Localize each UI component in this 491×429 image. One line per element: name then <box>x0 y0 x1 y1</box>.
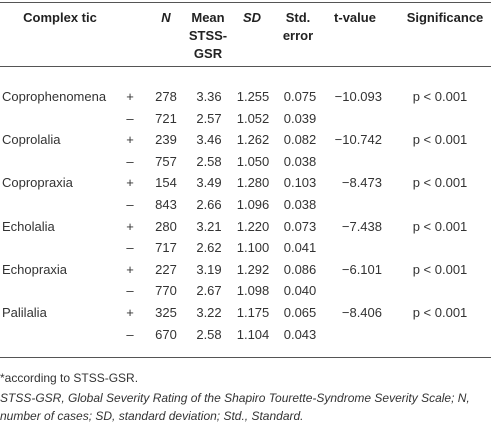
tic-name: Coprolalia <box>2 132 61 148</box>
sign: – <box>126 197 134 212</box>
tic-name: Copropraxia <box>2 175 73 191</box>
header-cell: N <box>161 10 171 25</box>
mean-cell: 2.58 <box>196 326 222 342</box>
n-cell: 717 <box>155 240 177 256</box>
se-cell: 0.082 <box>283 132 317 148</box>
significance: p < 0.001 <box>412 305 468 320</box>
se-cell: 0.103 <box>283 175 317 191</box>
significance: p < 0.001 <box>412 89 468 104</box>
n-cell: 280 <box>155 218 177 234</box>
mean-cell: 3.19 <box>196 261 222 277</box>
se-cell: 0.040 <box>283 283 317 299</box>
sd-cell: 1.220 <box>236 218 270 234</box>
mean-cell: 3.21 <box>196 218 222 234</box>
sign: + <box>126 175 134 191</box>
t-value: −8.406 <box>341 305 382 320</box>
n-cell: 757 <box>155 153 177 169</box>
sd-cell: 1.050 <box>236 153 270 169</box>
se-cell: 0.043 <box>283 326 317 342</box>
header-rule <box>0 66 491 67</box>
sd-cell: 1.098 <box>236 283 270 299</box>
footnote: *according to STSS-GSR. <box>0 371 139 385</box>
significance: p < 0.001 <box>412 132 468 148</box>
n-cell: 325 <box>155 305 177 320</box>
n-cell: 227 <box>155 261 177 277</box>
tic-name: Echolalia <box>2 218 55 234</box>
t-value: −10.093 <box>334 89 382 104</box>
sign: – <box>126 153 134 169</box>
n-cell: 770 <box>155 283 177 299</box>
sign: + <box>126 218 134 234</box>
n-cell: 154 <box>155 175 177 191</box>
sd-cell: 1.292 <box>236 261 270 277</box>
sign: + <box>126 261 134 277</box>
mean-cell: 2.66 <box>196 197 222 212</box>
sd-cell: 1.100 <box>236 240 270 256</box>
header-cell: Complex tic <box>23 10 97 25</box>
header-cell: t-value <box>334 10 376 25</box>
tic-name: Echopraxia <box>2 261 68 277</box>
header-cell: Std. error <box>282 10 314 43</box>
top-rule <box>0 2 491 3</box>
n-cell: 843 <box>155 197 177 212</box>
sign: – <box>126 326 134 342</box>
mean-cell: 2.62 <box>196 240 222 256</box>
mean-cell: 2.67 <box>196 283 222 299</box>
sign: + <box>126 89 134 104</box>
bottom-rule <box>0 357 491 358</box>
mean-cell: 3.22 <box>196 305 222 320</box>
sd-cell: 1.096 <box>236 197 270 212</box>
se-cell: 0.065 <box>283 305 317 320</box>
sign: + <box>126 132 134 148</box>
se-cell: 0.041 <box>283 240 317 256</box>
mean-cell: 3.46 <box>196 132 222 148</box>
se-cell: 0.086 <box>283 261 317 277</box>
sign: – <box>126 283 134 299</box>
t-value: −10.742 <box>334 132 382 148</box>
se-cell: 0.073 <box>283 218 317 234</box>
mean-cell: 3.49 <box>196 175 222 191</box>
sign: – <box>126 240 134 256</box>
n-cell: 239 <box>155 132 177 148</box>
t-value: −8.473 <box>341 175 382 191</box>
sd-cell: 1.255 <box>236 89 270 104</box>
header-cell: Significance <box>406 10 484 25</box>
tic-name: Coprophenomena <box>2 89 107 104</box>
mean-cell: 2.57 <box>196 110 222 126</box>
t-value: −6.101 <box>341 261 382 277</box>
sd-cell: 1.175 <box>236 305 270 320</box>
sign: + <box>126 305 134 320</box>
t-value: −7.438 <box>341 218 382 234</box>
significance: p < 0.001 <box>412 261 468 277</box>
sign: – <box>126 110 134 126</box>
header-cell: Mean STSS-GSR <box>188 10 228 61</box>
significance: p < 0.001 <box>412 218 468 234</box>
n-cell: 278 <box>155 89 177 104</box>
tic-name: Palilalia <box>2 305 47 320</box>
se-cell: 0.075 <box>283 89 317 104</box>
header-cell: SD <box>242 10 262 25</box>
mean-cell: 3.36 <box>196 89 222 104</box>
sd-cell: 1.262 <box>236 132 270 148</box>
se-cell: 0.038 <box>283 197 317 212</box>
mean-cell: 2.58 <box>196 153 222 169</box>
n-cell: 670 <box>155 326 177 342</box>
legend-note: STSS-GSR, Global Severity Rating of the … <box>0 391 470 423</box>
sd-cell: 1.052 <box>236 110 270 126</box>
significance: p < 0.001 <box>412 175 468 191</box>
se-cell: 0.039 <box>283 110 317 126</box>
se-cell: 0.038 <box>283 153 317 169</box>
n-cell: 721 <box>155 110 177 126</box>
sd-cell: 1.104 <box>236 326 270 342</box>
sd-cell: 1.280 <box>236 175 270 191</box>
